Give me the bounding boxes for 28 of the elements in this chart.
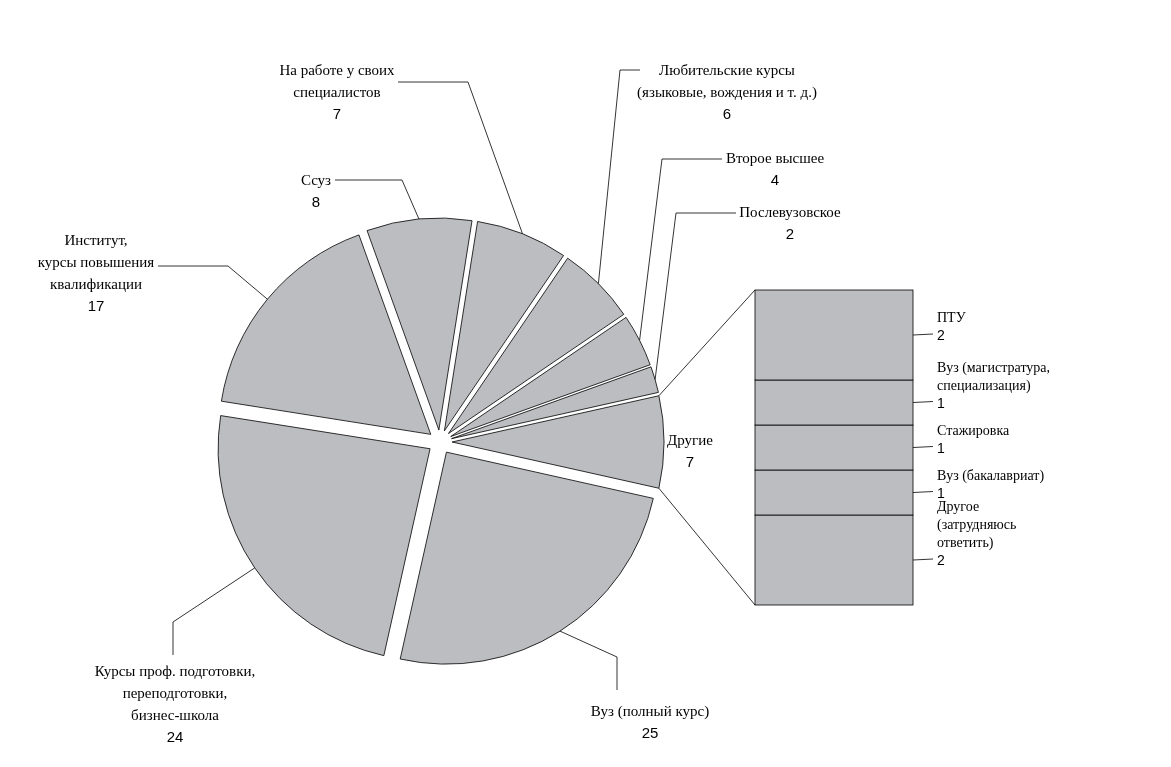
slice-label: Другие [667,432,714,448]
data-label: 2 [937,327,945,343]
slice-label: Курсы проф. подготовки, переподготовки, бизнес-школа [94,663,256,723]
data-label: 8 [311,193,321,210]
data-label: 4 [770,171,780,188]
slice-label: На работе у своих специалистов [279,62,396,100]
data-label: 24 [166,728,184,745]
slice-label: Вуз (полный курс) [590,703,710,720]
data-label: 2 [937,552,945,568]
series-label: Вуз (бакалавриат) [937,467,1045,484]
slice-label: Послевузовское [739,204,842,220]
data-label: 2 [785,225,795,242]
data-label: 17 [87,297,105,314]
data-label: 25 [641,724,659,741]
data-label: 1 [937,394,945,411]
series-label: Стажировка [937,422,1011,438]
data-label: 7 [332,105,342,122]
slice-label: Второе высшее [725,150,825,166]
slice-label: Любительские курсы (языковые, вождения и т. д.) [637,62,817,101]
data-label: 1 [937,484,945,501]
data-label: 1 [937,439,945,456]
series-label: Другое (затрудняюсь ответить) [937,499,1017,551]
series-label: Вуз (магистратура, специализация) [937,359,1051,394]
slice-label: Институт, курсы повышения квалификации [37,232,155,292]
data-label: 7 [685,453,695,470]
slice-label: Ссуз [300,172,332,188]
series-label: ПТУ [937,310,966,325]
data-label: 6 [722,105,732,122]
